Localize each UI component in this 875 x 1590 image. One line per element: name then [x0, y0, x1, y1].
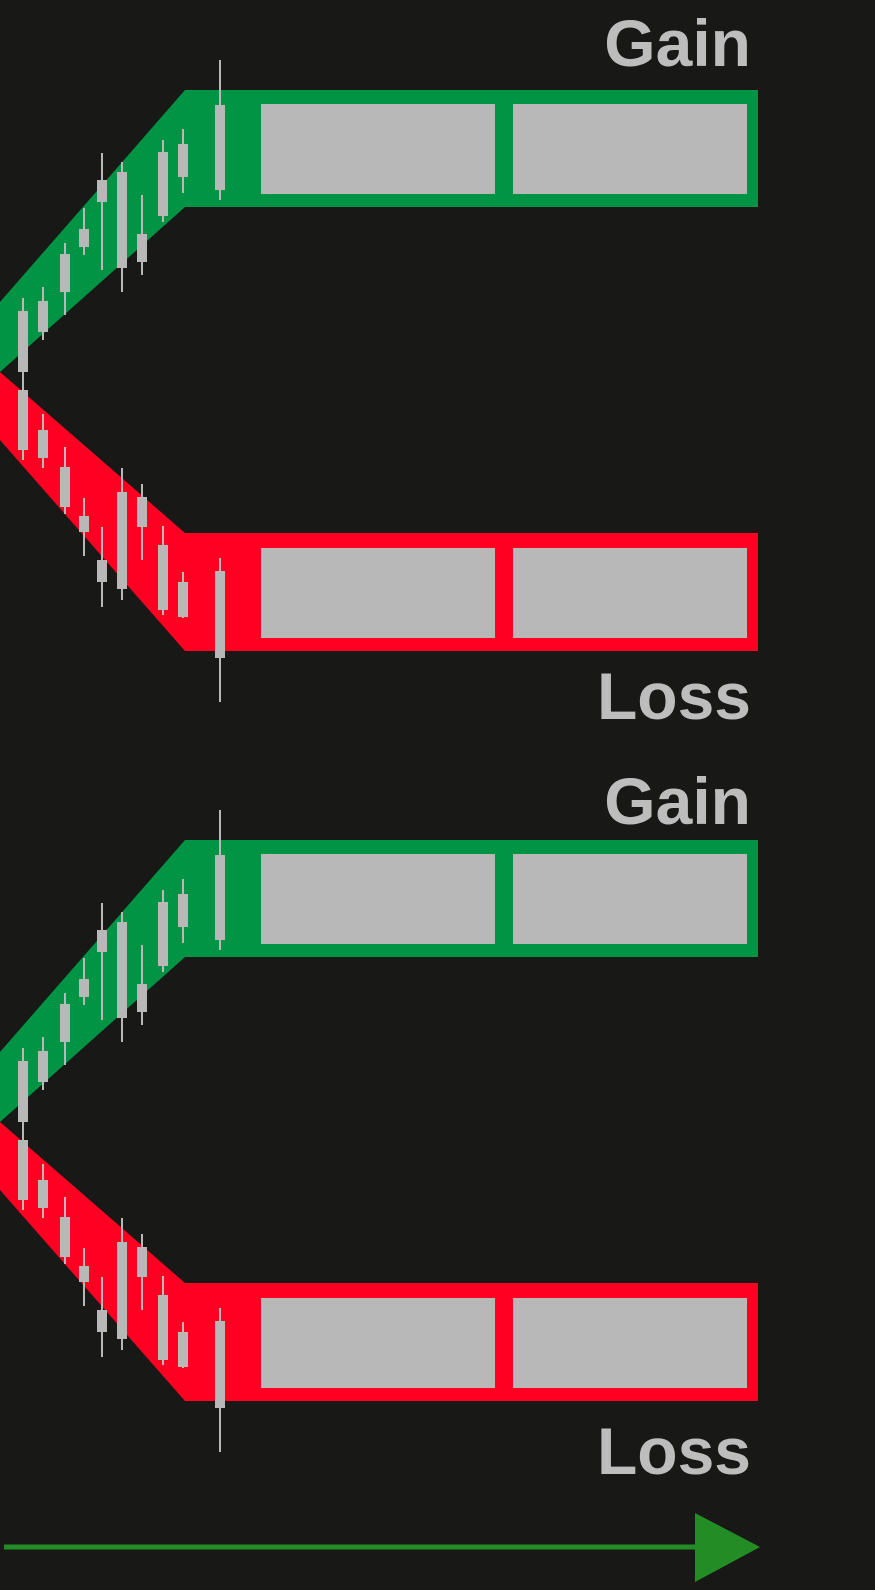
gain-candle-body [158, 902, 168, 966]
gain-cell [261, 854, 495, 944]
loss-candle-body [215, 571, 225, 658]
loss-candle-body [79, 516, 89, 532]
gain-candle-body [117, 922, 127, 1018]
loss-candle-body [117, 492, 127, 589]
gain-cell [261, 104, 495, 194]
loss-candle-body [137, 1247, 147, 1277]
loss-candle-body [79, 1266, 89, 1282]
gain-candle-body [117, 172, 127, 268]
loss-candle-body [38, 430, 48, 458]
gain-candle-body [60, 254, 70, 292]
loss-cell [513, 1298, 747, 1388]
gain-candle-body [178, 894, 188, 927]
loss-candle-body [38, 1180, 48, 1208]
loss-candle-body [97, 560, 107, 582]
gain-candle-body [215, 855, 225, 940]
gain-candle-body [79, 229, 89, 247]
gain-candle-body [178, 144, 188, 177]
gain-candle-body [18, 1061, 28, 1122]
gain-candle-body [97, 180, 107, 202]
gain-label: Gain [604, 764, 751, 838]
right-arrow-icon [695, 1513, 760, 1582]
panel-1 [0, 60, 758, 702]
loss-candle-body [215, 1321, 225, 1408]
loss-candle-body [158, 1295, 168, 1360]
loss-candle-body [117, 1242, 127, 1339]
loss-candle-body [18, 1140, 28, 1200]
loss-candle-body [137, 497, 147, 527]
loss-candle-body [97, 1310, 107, 1332]
timeline-arrow [4, 1513, 760, 1582]
loss-candle-body [60, 467, 70, 507]
loss-cell [261, 548, 495, 638]
gain-label: Gain [604, 6, 751, 80]
gain-cell [513, 854, 747, 944]
gain-candle-body [97, 930, 107, 952]
loss-label: Loss [596, 1414, 751, 1488]
gain-candle-body [215, 105, 225, 190]
gain-candle-body [60, 1004, 70, 1042]
gain-candle-body [137, 234, 147, 262]
gain-candle-body [38, 301, 48, 332]
loss-candle-body [178, 1332, 188, 1367]
panel-2 [0, 810, 758, 1452]
loss-candle-body [178, 582, 188, 617]
gain-cell [513, 104, 747, 194]
gain-candle-body [18, 311, 28, 372]
loss-candle-body [18, 390, 28, 450]
loss-candle-body [60, 1217, 70, 1257]
loss-cell [261, 1298, 495, 1388]
loss-cell [513, 548, 747, 638]
gain-candle-body [137, 984, 147, 1012]
gain-candle-body [79, 979, 89, 997]
loss-candle-body [158, 545, 168, 610]
loss-label: Loss [596, 659, 751, 733]
gain-candle-body [38, 1051, 48, 1082]
gain-candle-body [158, 152, 168, 216]
